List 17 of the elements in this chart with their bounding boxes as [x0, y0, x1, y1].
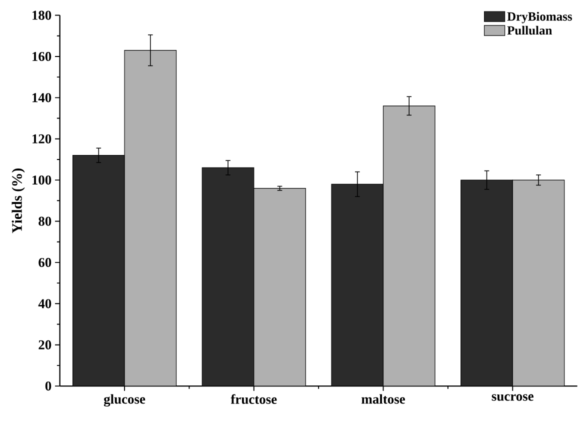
y-tick-label: 60	[38, 258, 52, 268]
y-tick-label: 0	[45, 382, 52, 391]
y-tick-label: 20	[38, 340, 52, 350]
x-tick-label: sucrose	[492, 394, 534, 401]
x-tick-label: maltose	[362, 394, 405, 404]
y-tick-label: 100	[32, 176, 52, 185]
y-tick-label: 160	[32, 52, 52, 62]
legend-label: Pullulan	[507, 26, 552, 35]
x-tick-label: glucose	[104, 394, 146, 407]
x-tick-label: fructose	[230, 394, 277, 404]
y-tick-label: 180	[32, 10, 52, 20]
y-tick-label: 120	[32, 134, 52, 144]
y-tick-label: 40	[38, 299, 52, 308]
y-axis-title: Yields (%)	[12, 168, 25, 234]
legend-label: DryBiomass	[507, 12, 572, 24]
y-tick-label: 80	[38, 216, 52, 226]
y-tick-label: 140	[32, 93, 52, 102]
